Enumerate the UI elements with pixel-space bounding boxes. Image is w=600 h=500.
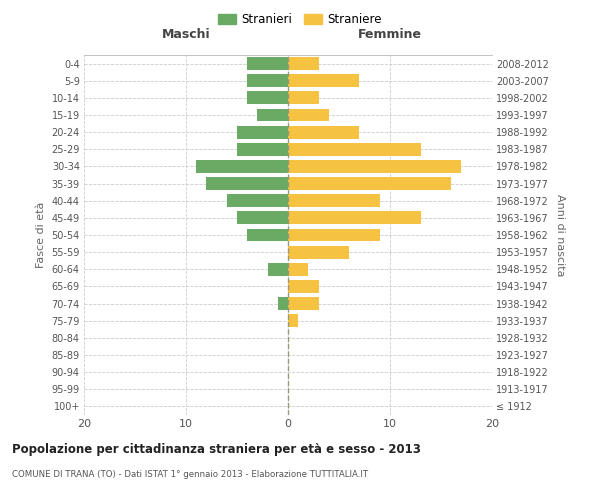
Bar (288, 314, 298, 327)
Bar (247, 74, 288, 87)
Bar (268, 263, 288, 276)
Bar (288, 108, 329, 122)
Bar (257, 108, 288, 122)
Y-axis label: Anni di nascita: Anni di nascita (554, 194, 565, 276)
Bar (288, 143, 421, 156)
Bar (237, 126, 288, 138)
Bar (288, 74, 359, 87)
Bar (288, 194, 380, 207)
Bar (247, 57, 288, 70)
Bar (196, 160, 288, 173)
Bar (288, 160, 461, 173)
Bar (237, 212, 288, 224)
Bar (288, 57, 319, 70)
Bar (288, 263, 308, 276)
Text: Popolazione per cittadinanza straniera per età e sesso - 2013: Popolazione per cittadinanza straniera p… (12, 442, 421, 456)
Bar (288, 177, 451, 190)
Bar (288, 280, 319, 293)
Text: Femmine: Femmine (358, 28, 422, 40)
Bar (247, 92, 288, 104)
Bar (288, 126, 359, 138)
Bar (227, 194, 288, 207)
Text: Maschi: Maschi (161, 28, 211, 40)
Bar (288, 212, 421, 224)
Bar (288, 228, 380, 241)
Bar (206, 177, 288, 190)
Bar (288, 246, 349, 258)
Bar (288, 92, 319, 104)
Bar (237, 143, 288, 156)
Bar (278, 297, 288, 310)
Text: COMUNE DI TRANA (TO) - Dati ISTAT 1° gennaio 2013 - Elaborazione TUTTITALIA.IT: COMUNE DI TRANA (TO) - Dati ISTAT 1° gen… (12, 470, 368, 479)
Legend: Stranieri, Straniere: Stranieri, Straniere (213, 8, 387, 31)
Bar (288, 297, 319, 310)
Bar (247, 228, 288, 241)
Y-axis label: Fasce di età: Fasce di età (36, 202, 46, 268)
